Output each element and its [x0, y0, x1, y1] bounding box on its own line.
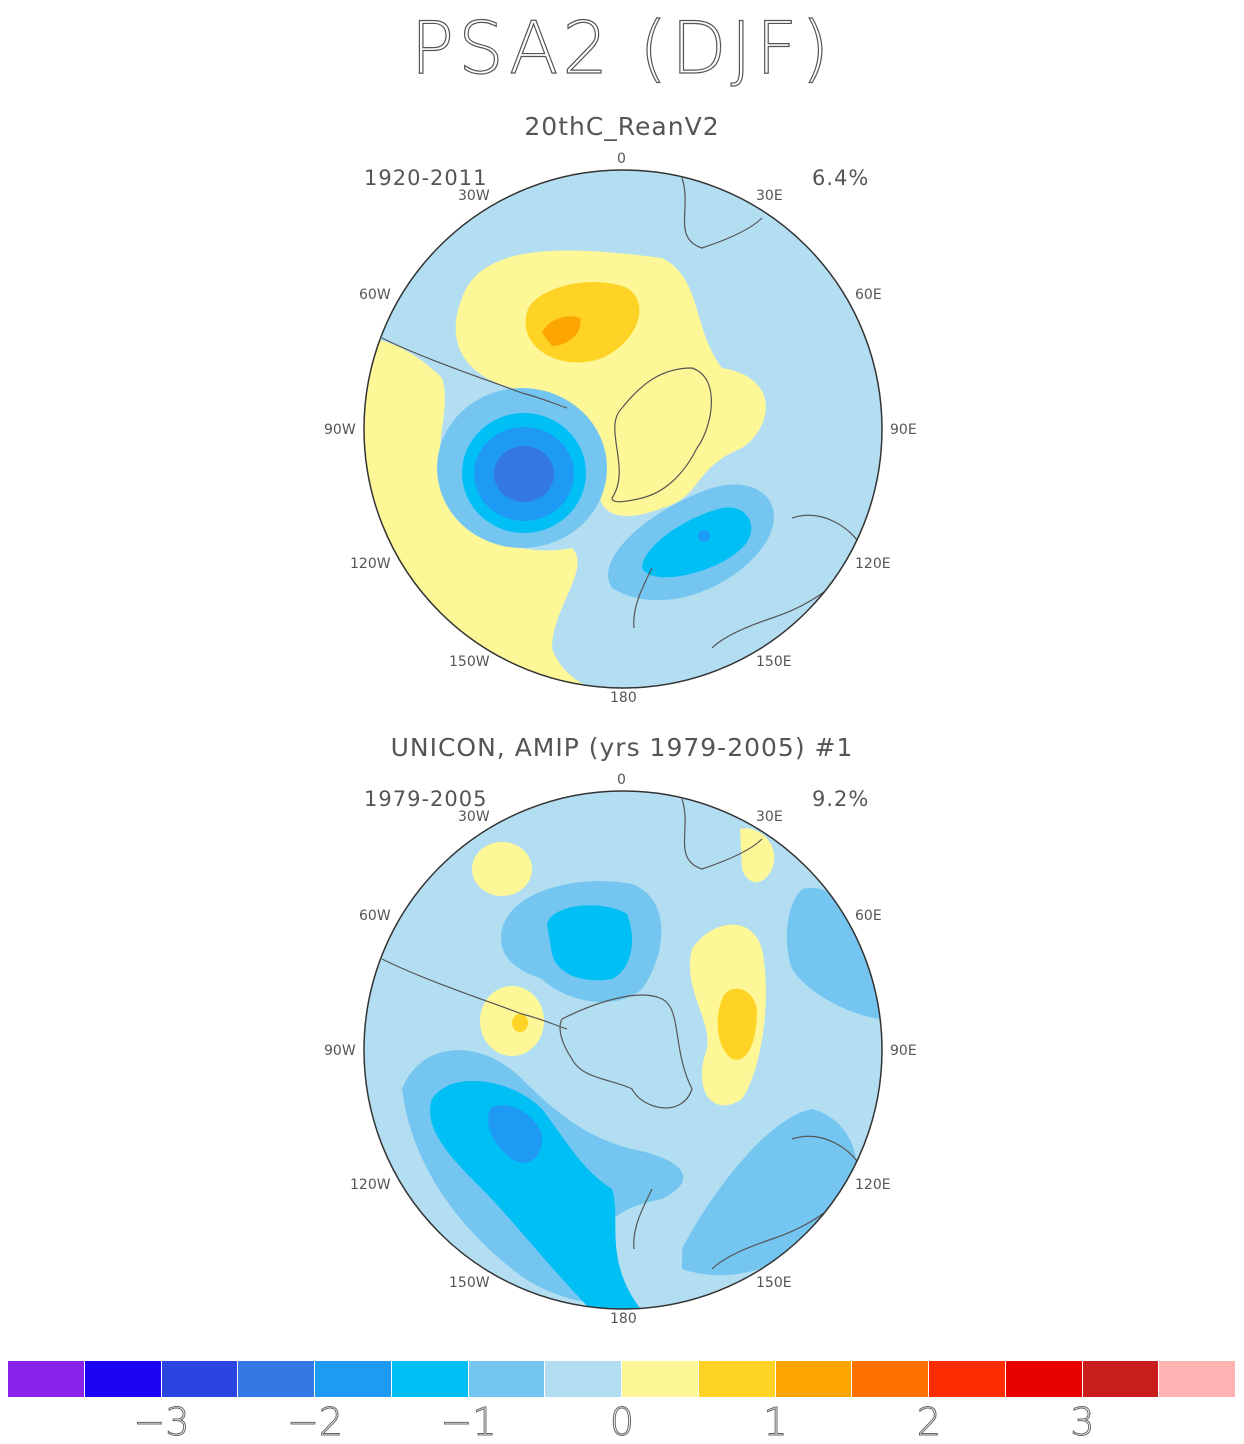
colorbar-cell [1159, 1361, 1236, 1397]
panel-1-lon-0: 0 [617, 151, 626, 167]
colorbar-tick-label: −1 [440, 1400, 497, 1444]
panel-2-lon-0: 0 [617, 772, 626, 788]
panel-2-lon-120e: 120E [855, 1177, 891, 1193]
panel-2-lon-120w: 120W [350, 1177, 391, 1193]
panel-1-lon-60e: 60E [855, 287, 882, 303]
colorbar-cell [622, 1361, 699, 1397]
panel-1-positive-max [542, 316, 581, 346]
colorbar-tick-label: 1 [763, 1400, 788, 1444]
panel-2-lon-150w: 150W [449, 1275, 490, 1291]
colorbar-tick-label: 2 [916, 1400, 942, 1444]
panel-2-lon-90w: 90W [324, 1043, 356, 1059]
panel-1-polar-map [363, 169, 883, 689]
colorbar-cell [161, 1361, 239, 1397]
panel-2-map-border [363, 790, 883, 1310]
panel-2-positive-nw [472, 842, 532, 896]
panel-1-percent: 6.4% [812, 166, 870, 190]
figure-title: PSA2 (DJF) [410, 5, 834, 90]
panel-1-period: 1920-2011 [364, 166, 488, 190]
panel-1-africa-coast [681, 177, 763, 249]
panel-1-lon-150e: 150E [756, 654, 792, 670]
colorbar-tick-label: 3 [1070, 1400, 1095, 1444]
colorbar-tick-label: 0 [609, 1400, 635, 1444]
colorbar-cell [8, 1361, 85, 1397]
panel-2-lon-180: 180 [610, 1311, 637, 1327]
colorbar-cell [1082, 1361, 1160, 1397]
panel-2-negative-sw-core [430, 1080, 642, 1309]
panel-2-negative-north-core [547, 905, 632, 981]
panel-1-title: 20thC_ReanV2 [524, 112, 720, 141]
panel-2-new-zealand-coast [633, 1188, 653, 1250]
panel-2-lon-60e: 60E [855, 908, 882, 924]
panel-1-south-america-coast [381, 337, 568, 409]
panel-2-lon-90e: 90E [890, 1043, 917, 1059]
colorbar-tick-label: −3 [133, 1400, 190, 1444]
panel-2-positive-ne [740, 828, 775, 883]
colorbar-cell [775, 1361, 853, 1397]
panel-1-lon-180: 180 [610, 690, 637, 706]
panel-2-positive-west-small [480, 986, 544, 1056]
panel-1-lon-60w: 60W [359, 287, 391, 303]
panel-1-lon-120w: 120W [350, 556, 391, 572]
panel-2-polar-map [363, 790, 883, 1310]
panel-2-negative-east [786, 887, 882, 1019]
panel-2-lon-150e: 150E [756, 1275, 792, 1291]
panel-1-new-zealand-coast [633, 567, 653, 629]
panel-1-antarctica-coast [611, 367, 713, 503]
panel-1-lon-30w: 30W [458, 188, 490, 204]
colorbar-cell [315, 1361, 392, 1397]
panel-2-antarctica-coast [559, 994, 693, 1109]
colorbar-cell [852, 1361, 929, 1397]
colorbar-cell [929, 1361, 1006, 1397]
panel-2-title: UNICON, AMIP (yrs 1979-2005) #1 [390, 733, 854, 762]
colorbar-cell [1005, 1361, 1083, 1397]
panel-2-africa-coast [681, 798, 763, 870]
panel-1-lon-90w: 90W [324, 422, 356, 438]
colorbar-tick-label: −2 [286, 1400, 344, 1444]
panel-1-map-border [363, 169, 883, 689]
colorbar-cell [468, 1361, 546, 1397]
colorbar-cell [698, 1361, 776, 1397]
panel-2-period: 1979-2005 [364, 787, 488, 811]
colorbar-cell [238, 1361, 315, 1397]
panel-1-lon-120e: 120E [855, 556, 891, 572]
panel-2-south-america-coast [381, 958, 568, 1030]
panel-2-lon-30w: 30W [458, 809, 490, 825]
panel-1-lon-150w: 150W [449, 654, 490, 670]
panel-2-percent: 9.2% [812, 787, 870, 811]
panel-2-lon-60w: 60W [359, 908, 391, 924]
colorbar-cell [84, 1361, 162, 1397]
colorbar-cell [545, 1361, 622, 1397]
colorbar-cell [391, 1361, 469, 1397]
colorbar [8, 1361, 1236, 1397]
panel-1-lon-30e: 30E [756, 188, 783, 204]
panel-1-lon-90e: 90E [890, 422, 917, 438]
panel-2-lon-30e: 30E [756, 809, 783, 825]
